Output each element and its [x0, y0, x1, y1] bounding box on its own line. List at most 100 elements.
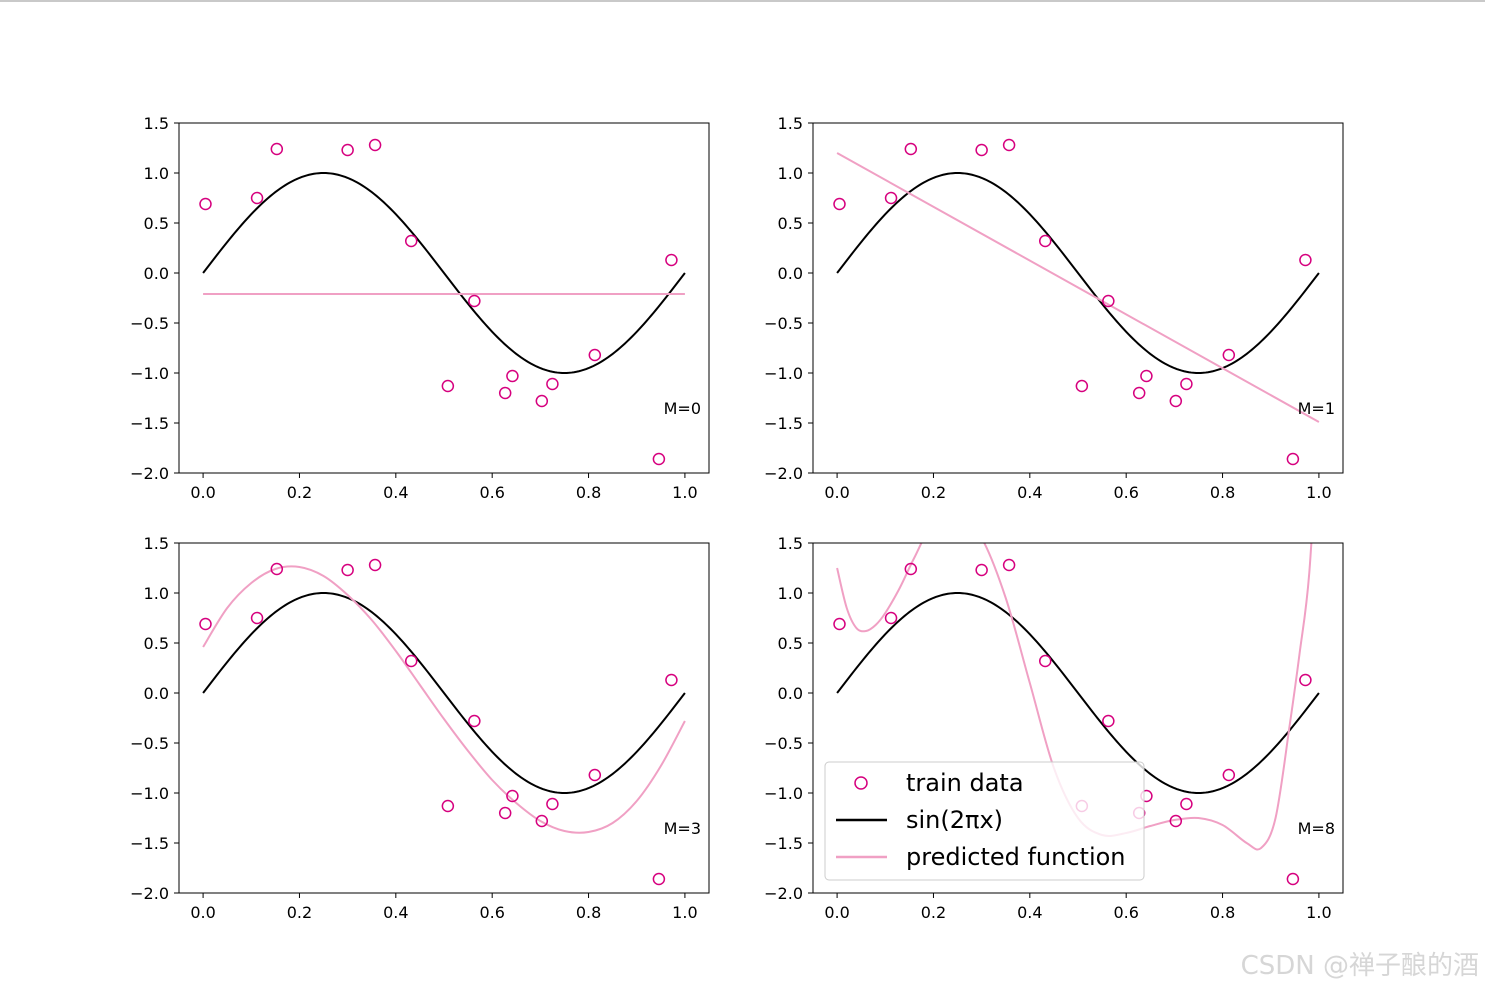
data-point — [546, 797, 559, 811]
data-point — [1180, 377, 1193, 391]
sine-curve — [202, 171, 686, 375]
y-tick-label: 0.0 — [778, 684, 803, 703]
legend-label: train data — [906, 769, 1024, 797]
legend-label: predicted function — [906, 843, 1126, 871]
x-tick-label: 0.0 — [824, 483, 849, 502]
x-tick-label: 0.4 — [1017, 903, 1042, 922]
data-point — [250, 191, 264, 205]
data-point — [368, 138, 382, 152]
data-point — [1140, 369, 1153, 383]
y-tick-label: 1.0 — [144, 584, 169, 603]
data-point — [884, 611, 898, 625]
model-order-label: M=0 — [664, 399, 701, 418]
data-point — [341, 143, 354, 157]
plot-area — [199, 138, 686, 466]
y-tick-label: −1.5 — [764, 414, 803, 433]
data-point — [535, 814, 549, 828]
y-tick-label: 0.5 — [144, 214, 169, 233]
data-point — [199, 197, 212, 211]
data-point — [270, 142, 284, 156]
x-tick-label: 0.2 — [287, 483, 312, 502]
data-point — [546, 377, 559, 391]
data-point — [1180, 797, 1193, 811]
data-point — [588, 348, 602, 362]
legend: train data sin(2πx) predicted function — [824, 761, 1145, 881]
data-point — [975, 563, 988, 577]
data-point — [1038, 654, 1052, 668]
y-tick-label: 1.5 — [144, 534, 169, 553]
data-point — [498, 386, 512, 400]
data-point — [1102, 714, 1115, 728]
model-order-label: M=1 — [1298, 399, 1335, 418]
data-point — [1038, 234, 1052, 248]
y-tick-label: −1.0 — [764, 364, 803, 383]
x-tick-label: 1.0 — [672, 903, 697, 922]
x-tick-label: 0.6 — [479, 483, 504, 502]
model-order-label: M=8 — [1298, 819, 1335, 838]
y-tick-label: −0.5 — [130, 734, 169, 753]
y-tick-label: 1.0 — [778, 164, 803, 183]
data-point — [441, 379, 455, 393]
data-point — [833, 197, 846, 211]
data-point — [665, 673, 678, 687]
y-tick-label: 1.5 — [144, 114, 169, 133]
data-point — [1222, 348, 1236, 362]
data-point — [665, 253, 678, 267]
x-tick-label: 0.8 — [576, 903, 601, 922]
axes-frame — [178, 122, 710, 474]
x-tick-label: 0.6 — [1113, 483, 1138, 502]
predicted-curve — [836, 152, 1320, 423]
data-point — [341, 563, 354, 577]
y-tick-label: −1.0 — [764, 784, 803, 803]
x-tick-label: 0.4 — [383, 483, 408, 502]
sine-curve — [836, 591, 1320, 795]
data-point — [1169, 814, 1183, 828]
x-tick-label: 0.4 — [383, 903, 408, 922]
y-tick-label: 1.5 — [778, 534, 803, 553]
x-tick-label: 0.2 — [921, 903, 946, 922]
axes-frame — [178, 542, 710, 894]
x-tick-label: 0.8 — [1210, 903, 1235, 922]
legend-marker-train — [854, 776, 868, 790]
y-tick-label: −0.5 — [130, 314, 169, 333]
data-point — [368, 558, 382, 572]
data-point — [904, 142, 918, 156]
data-point — [1169, 394, 1183, 408]
x-tick-label: 0.0 — [824, 903, 849, 922]
data-point — [1299, 253, 1312, 267]
y-tick-label: 1.0 — [778, 584, 803, 603]
data-point — [1102, 294, 1115, 308]
data-point — [250, 611, 264, 625]
y-tick-label: −2.0 — [764, 464, 803, 483]
data-point — [1075, 379, 1089, 393]
data-point — [1286, 452, 1300, 466]
y-tick-label: −1.0 — [130, 784, 169, 803]
data-point — [199, 617, 212, 631]
subplot-4: 0.0 0.2 0.4 0.6 0.8 1.0 1.5 1.0 0.5 0.0 −0.5 −1.0 −1… — [764, 534, 1344, 922]
data-point — [506, 789, 519, 803]
data-point — [884, 191, 898, 205]
y-tick-label: −0.5 — [764, 314, 803, 333]
data-point — [904, 562, 918, 576]
data-point — [468, 294, 481, 308]
axes-frame — [812, 122, 1344, 474]
data-point — [498, 806, 512, 820]
x-tick-label: 0.0 — [190, 903, 215, 922]
x-tick-label: 0.4 — [1017, 483, 1042, 502]
data-point — [833, 617, 846, 631]
y-tick-label: 0.5 — [778, 634, 803, 653]
axes-frame — [812, 542, 1344, 894]
sine-curve — [836, 171, 1320, 375]
data-point — [975, 143, 988, 157]
x-tick-label: 1.0 — [672, 483, 697, 502]
y-tick-label: 0.0 — [144, 264, 169, 283]
x-tick-label: 1.0 — [1306, 903, 1331, 922]
subplot-3: 0.0 0.2 0.4 0.6 0.8 1.0 1.5 1.0 0.5 0.0 −0.5 −1.0 −1… — [130, 534, 710, 922]
plot-area — [833, 138, 1320, 466]
data-point — [506, 369, 519, 383]
subplot-1: 0.0 0.2 0.4 0.6 0.8 1.0 1.5 1.0 0.5 0.0 −0.5 −1.0 −1… — [130, 114, 710, 502]
x-tick-label: 0.2 — [921, 483, 946, 502]
y-tick-label: −1.5 — [130, 834, 169, 853]
top-border — [0, 0, 1485, 2]
